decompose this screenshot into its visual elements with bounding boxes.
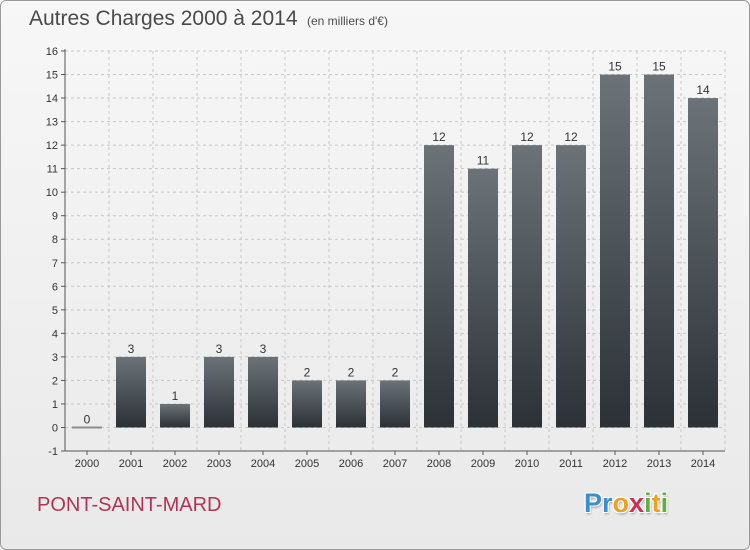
data-label: 12 — [520, 130, 534, 144]
y-tick-label: 16 — [46, 46, 58, 58]
logo-letter: P — [584, 488, 603, 518]
data-label: 12 — [432, 130, 446, 144]
y-tick-label: 7 — [52, 258, 58, 270]
logo-letter: i — [660, 488, 669, 518]
x-tick-label: 2011 — [559, 458, 583, 470]
y-tick-label: 8 — [52, 234, 58, 246]
bar — [556, 145, 586, 428]
bar — [512, 145, 542, 428]
axes — [61, 49, 725, 455]
data-label: 3 — [216, 342, 223, 356]
x-tick-label: 2004 — [251, 458, 275, 470]
y-tick-label: 10 — [46, 187, 58, 199]
y-tick-label: 9 — [52, 211, 58, 223]
x-tick-label: 2003 — [207, 458, 231, 470]
y-tick-label: 3 — [52, 352, 58, 364]
x-tick-label: 2006 — [339, 458, 363, 470]
bar — [600, 74, 630, 428]
bar — [336, 380, 366, 428]
logo-letter: i — [644, 488, 652, 518]
x-tick-label: 2001 — [119, 458, 143, 470]
y-tick-label: 0 — [52, 422, 58, 434]
logo-letter: t — [651, 488, 661, 518]
data-label: 1 — [172, 389, 179, 403]
y-tick-label: 6 — [52, 281, 58, 293]
chart-subtitle: (en milliers d'€) — [307, 14, 388, 28]
y-tick-label: 4 — [52, 328, 58, 340]
labels: -101234567891011121314151602000320011200… — [46, 46, 715, 470]
bars — [72, 74, 718, 429]
bar — [424, 145, 454, 428]
data-label: 12 — [564, 130, 578, 144]
y-tick-label: 13 — [46, 117, 58, 129]
proxiti-logo: Proxiti — [584, 488, 668, 519]
data-label: 2 — [392, 365, 399, 379]
x-tick-label: 2005 — [295, 458, 319, 470]
x-tick-label: 2012 — [603, 458, 627, 470]
data-label: 15 — [608, 60, 622, 74]
data-label: 3 — [260, 342, 267, 356]
x-tick-label: 2013 — [647, 458, 671, 470]
bar — [688, 98, 718, 428]
data-label: 0 — [84, 412, 91, 426]
x-tick-label: 2014 — [691, 458, 715, 470]
y-tick-label: 12 — [46, 140, 58, 152]
chart-title: Autres Charges 2000 à 2014 — [29, 7, 298, 30]
data-label: 11 — [477, 154, 490, 168]
x-tick-label: 2007 — [383, 458, 407, 470]
y-tick-label: 14 — [46, 93, 58, 105]
bar — [468, 168, 498, 428]
y-tick-label: 11 — [47, 164, 58, 176]
bar — [248, 356, 278, 428]
x-tick-label: 2009 — [471, 458, 495, 470]
data-label: 3 — [128, 342, 135, 356]
commune-name: PONT-SAINT-MARD — [37, 494, 222, 516]
x-tick-label: 2008 — [427, 458, 451, 470]
data-label: 2 — [304, 365, 311, 379]
x-tick-label: 2000 — [75, 458, 99, 470]
bar — [644, 74, 674, 428]
logo-letter: r — [602, 488, 613, 518]
bar — [204, 356, 234, 428]
y-tick-label: 1 — [52, 399, 58, 411]
bar — [116, 356, 146, 428]
bar — [160, 403, 190, 428]
y-tick-label: -1 — [48, 446, 58, 458]
x-tick-label: 2010 — [515, 458, 539, 470]
data-label: 14 — [696, 83, 710, 97]
data-label: 15 — [652, 60, 666, 74]
logo-letter: o — [612, 488, 630, 518]
logo-letter: x — [629, 488, 645, 518]
y-tick-label: 15 — [46, 70, 58, 82]
bar — [380, 380, 410, 428]
y-tick-label: 2 — [52, 375, 58, 387]
x-tick-label: 2002 — [163, 458, 187, 470]
bar — [292, 380, 322, 428]
data-label: 2 — [348, 365, 355, 379]
y-tick-label: 5 — [52, 305, 58, 317]
